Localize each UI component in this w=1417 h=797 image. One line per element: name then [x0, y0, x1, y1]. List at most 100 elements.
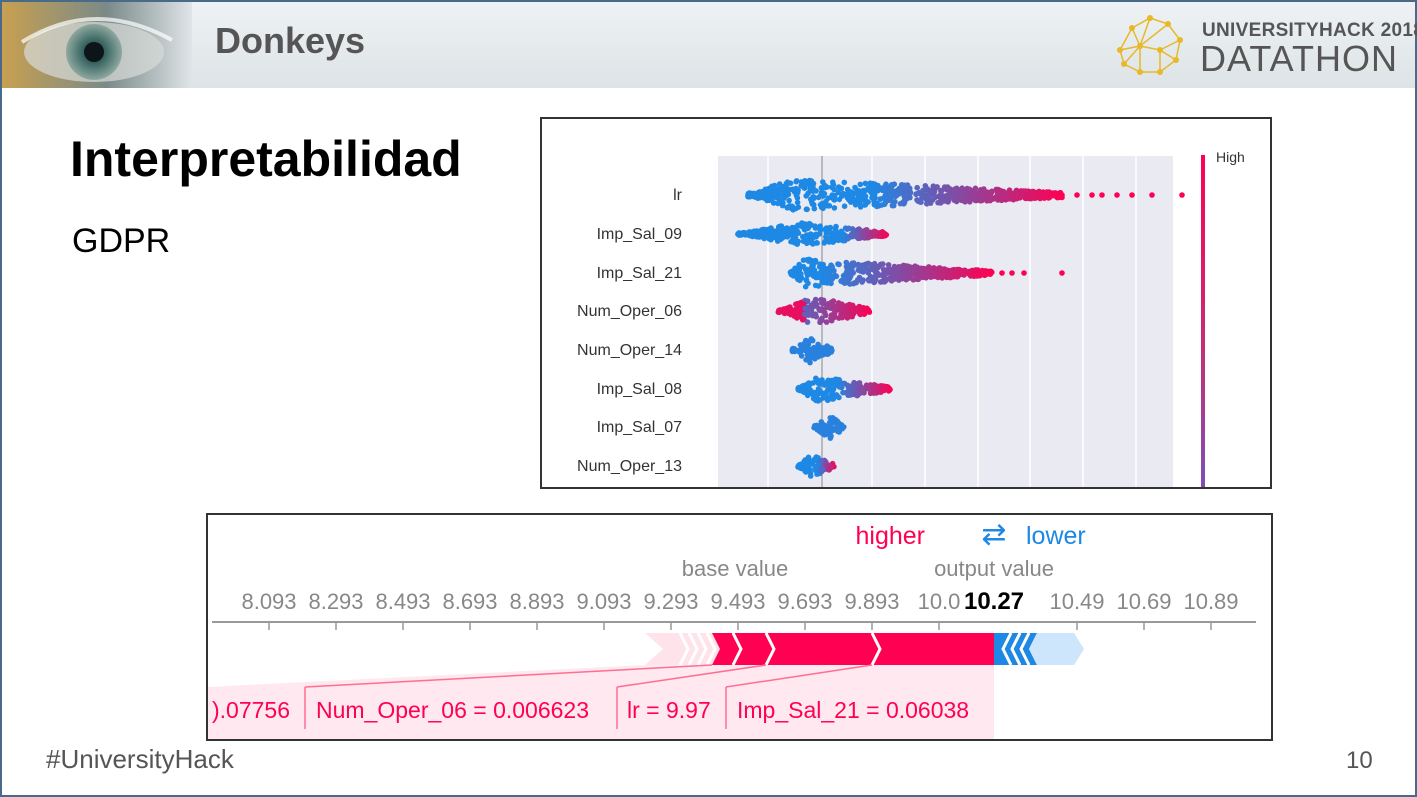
- swarm-point: [818, 296, 824, 303]
- swarm-point: [830, 386, 837, 392]
- swarm-point: [1149, 192, 1155, 198]
- swarm-point: [794, 195, 801, 201]
- swarm-point: [871, 228, 878, 235]
- swarm-point: [812, 296, 819, 303]
- swarm-point: [798, 221, 805, 227]
- swarm-point: [805, 384, 811, 391]
- swarm-point: [777, 197, 784, 204]
- swarm-point: [805, 280, 811, 287]
- swarm-point: [807, 359, 813, 366]
- swarm-point: [857, 181, 864, 188]
- swarm-point: [741, 229, 747, 236]
- swarm-point: [913, 191, 919, 198]
- swarm-point: [840, 190, 846, 197]
- swarm-point: [840, 389, 846, 396]
- swarm-point: [805, 380, 812, 386]
- swarm-point: [819, 315, 825, 322]
- swarm-point: [808, 178, 815, 184]
- swarm-point: [818, 185, 825, 191]
- force-tick-label: 8.293: [308, 589, 363, 614]
- swarm-point: [1099, 192, 1105, 198]
- swarm-point: [835, 300, 842, 306]
- swarm-point: [889, 183, 895, 189]
- swarm-point: [793, 301, 799, 307]
- swarm-point: [962, 193, 969, 199]
- swarm-point: [840, 237, 847, 243]
- team-name: Donkeys: [215, 20, 366, 61]
- swarm-point: [805, 225, 811, 231]
- swarm-point: [863, 383, 870, 390]
- swarm-point: [923, 266, 930, 273]
- swarm-point: [939, 275, 945, 281]
- swarm-point: [767, 195, 773, 201]
- swarm-point: [944, 273, 951, 279]
- swarm-point: [789, 307, 795, 313]
- swarm-point: [849, 303, 856, 310]
- summary-plot-canvas: lr Imp_Sal_09 Imp_Sal_21 Num_Oper_06 Num_Ope…: [577, 149, 1245, 487]
- swarm-point: [808, 355, 814, 361]
- swarm-point: [838, 307, 845, 313]
- swarm-point: [862, 193, 869, 199]
- swarm-point: [962, 198, 969, 204]
- swarm-point: [843, 271, 850, 278]
- swarm-point: [813, 454, 820, 460]
- force-tick-label: 8.693: [442, 589, 497, 614]
- swarm-point: [877, 279, 884, 285]
- swarm-point: [828, 433, 834, 440]
- swarm-point: [856, 227, 863, 233]
- plot-gridlines: [767, 156, 1137, 487]
- swarm-point: [923, 270, 930, 277]
- feature-name-label: lr: [673, 187, 683, 204]
- swarm-point: [801, 311, 808, 318]
- swarm-point: [831, 205, 838, 211]
- swarm-point: [843, 259, 850, 266]
- swarm-point: [869, 190, 875, 196]
- swarm-point: [819, 391, 826, 397]
- force-axis-ticks: 8.093 8.293 8.493 8.693 8.893 9.093 9.293 9.493…: [241, 588, 1239, 665]
- force-tick-label: 10.89: [1183, 589, 1238, 614]
- swarm-point: [835, 261, 841, 267]
- swarm-point: [779, 230, 786, 237]
- force-tick-label: 8.893: [509, 589, 564, 614]
- swarm-point: [813, 313, 819, 319]
- swarm-point: [872, 269, 879, 275]
- swarm-point: [792, 271, 799, 277]
- swarm-point: [821, 275, 828, 281]
- swarm-point: [812, 352, 818, 358]
- swarm-point: [831, 426, 838, 433]
- swarm-point: [865, 199, 871, 205]
- swarm-point: [813, 188, 819, 194]
- swarm-point: [812, 348, 819, 354]
- colorbar-high-label: High: [1216, 149, 1245, 165]
- feature-name-label: Imp_Sal_08: [597, 381, 682, 398]
- swarm-point: [859, 279, 865, 285]
- swarm-point: [826, 239, 832, 245]
- swarm-point: [967, 188, 973, 194]
- base-value-label: base value: [682, 556, 788, 581]
- swarm-point: [1025, 195, 1031, 201]
- swarm-point: [865, 233, 872, 240]
- swarm-point: [795, 204, 802, 210]
- feature-label: ).07756: [212, 697, 290, 723]
- swarm-point: [820, 261, 826, 268]
- swarm-point: [1036, 192, 1042, 199]
- force-tick-label: 10.0: [918, 589, 961, 614]
- swarm-point: [856, 200, 863, 206]
- swarm-point: [808, 310, 815, 316]
- swarm-point: [826, 203, 833, 209]
- swarm-point: [918, 272, 925, 278]
- swarm-point: [947, 188, 953, 195]
- swarm-point: [817, 192, 824, 198]
- swarm-point: [827, 224, 834, 231]
- swarm-point: [857, 306, 864, 312]
- swarm-point: [844, 310, 850, 317]
- swarm-point: [800, 301, 807, 307]
- swarm-point: [889, 187, 895, 194]
- swarm-point: [785, 228, 792, 234]
- swarm-point: [977, 187, 984, 193]
- swarm-point: [948, 268, 954, 274]
- swarm-point: [822, 226, 828, 233]
- swarm-point: [984, 191, 990, 197]
- logo-datathon-text: DATATHON: [1200, 38, 1398, 79]
- swarm-point: [824, 397, 831, 404]
